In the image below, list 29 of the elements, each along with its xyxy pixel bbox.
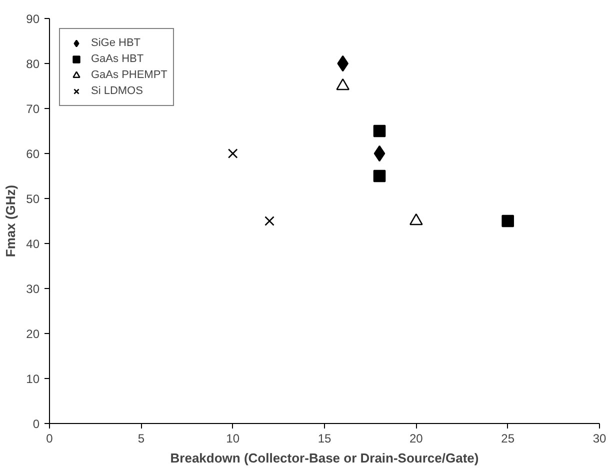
y-tick-label: 0: [32, 417, 40, 431]
x-tick-label: 10: [226, 432, 240, 446]
y-axis-title: Fmax (GHz): [3, 184, 18, 258]
y-tick-label: 60: [26, 147, 40, 161]
x-axis-title: Breakdown (Collector-Base or Drain-Source/Gate): [170, 450, 479, 466]
point: [502, 214, 514, 228]
x-tick-label: 30: [592, 432, 606, 446]
point: [374, 145, 386, 162]
y-tick-label: 70: [26, 102, 40, 116]
y-tick-label: 30: [26, 282, 40, 296]
y-tick-label: 80: [26, 57, 40, 71]
x-tick-label: 0: [46, 432, 54, 446]
y-tick-label: 20: [26, 327, 40, 341]
legend-label: Si LDMOS: [91, 84, 143, 99]
y-tick-label: 50: [26, 192, 40, 206]
point: [264, 216, 274, 226]
legend-label: GaAs PHEMPT: [91, 68, 168, 83]
point: [228, 148, 238, 158]
x-tick-label: 5: [138, 432, 145, 446]
point: [373, 124, 386, 138]
point: [373, 170, 386, 182]
legend-label: GaAs HBT: [91, 52, 144, 67]
x-tick-label: 20: [409, 432, 424, 446]
y-tick-label: 90: [26, 12, 40, 26]
y-tick-label: 10: [26, 372, 40, 386]
legend-label: SiGe HBT: [91, 36, 141, 51]
x-tick-label: 25: [501, 432, 515, 446]
y-tick-label: 40: [26, 237, 40, 251]
x-tick-label: 15: [318, 432, 332, 446]
